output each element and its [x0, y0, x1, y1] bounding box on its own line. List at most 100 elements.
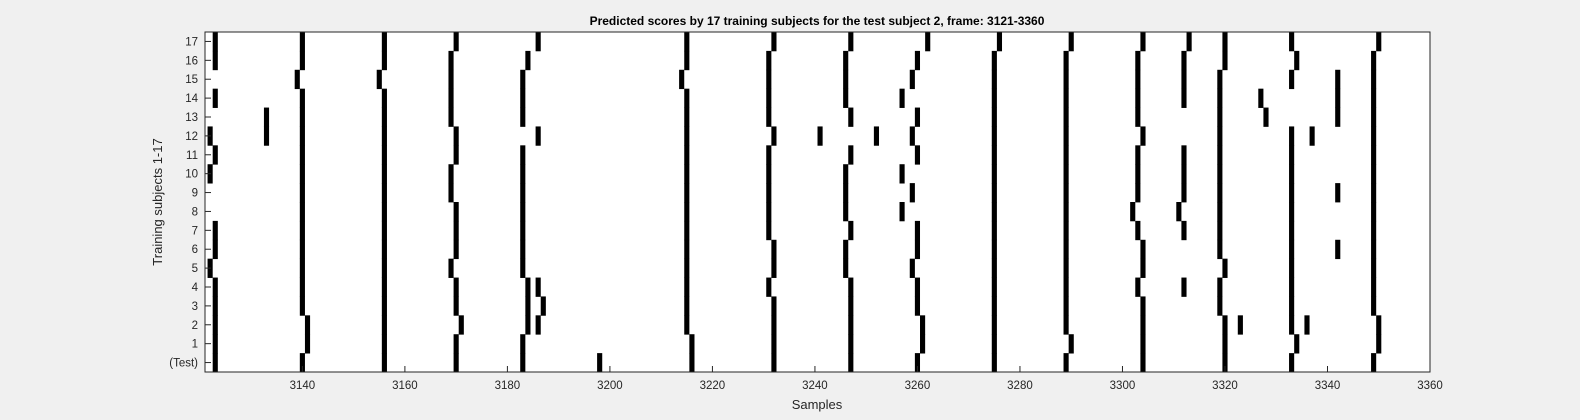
prediction-mark: [597, 353, 603, 373]
prediction-mark: [848, 277, 854, 297]
prediction-mark: [453, 334, 459, 354]
prediction-mark: [299, 183, 305, 203]
prediction-mark: [684, 107, 690, 127]
prediction-mark: [766, 145, 772, 165]
prediction-mark: [381, 353, 387, 373]
y-tick-label: 9: [192, 188, 198, 200]
prediction-mark: [1217, 296, 1223, 316]
prediction-mark: [212, 277, 218, 297]
prediction-mark: [766, 164, 772, 184]
prediction-mark: [843, 183, 849, 203]
prediction-mark: [1140, 353, 1146, 373]
prediction-mark: [381, 107, 387, 127]
prediction-mark: [299, 50, 305, 71]
prediction-mark: [1135, 69, 1141, 90]
prediction-mark: [525, 50, 531, 71]
prediction-mark: [909, 258, 915, 278]
prediction-mark: [1222, 50, 1228, 71]
prediction-mark: [376, 69, 382, 90]
y-tick-label: 8: [192, 206, 198, 218]
prediction-mark: [540, 296, 546, 316]
prediction-mark: [1335, 239, 1341, 260]
prediction-mark: [294, 69, 300, 90]
prediction-mark: [991, 107, 997, 127]
x-tick-label: 3320: [1212, 380, 1238, 392]
prediction-mark: [1371, 183, 1377, 203]
prediction-mark: [212, 32, 218, 52]
prediction-mark: [899, 88, 905, 108]
prediction-mark: [1140, 239, 1146, 260]
prediction-mark: [1135, 107, 1141, 127]
y-tick-label: 4: [192, 282, 199, 294]
prediction-mark: [212, 353, 218, 373]
prediction-mark: [1371, 277, 1377, 297]
prediction-mark: [299, 258, 305, 278]
prediction-mark: [1217, 126, 1223, 146]
prediction-mark: [212, 145, 218, 165]
prediction-mark: [1063, 220, 1069, 241]
prediction-mark: [1063, 315, 1069, 335]
prediction-mark: [525, 277, 531, 297]
prediction-mark: [212, 50, 218, 71]
prediction-mark: [1289, 145, 1295, 165]
prediction-mark: [381, 220, 387, 241]
prediction-mark: [381, 296, 387, 316]
prediction-mark: [914, 277, 921, 297]
prediction-mark: [1140, 334, 1146, 354]
x-tick-label: 3260: [905, 380, 931, 392]
prediction-mark: [996, 32, 1003, 52]
prediction-mark: [304, 315, 311, 335]
prediction-mark: [1289, 69, 1295, 90]
prediction-mark: [520, 107, 526, 127]
prediction-mark: [1135, 88, 1141, 108]
prediction-mark: [535, 126, 541, 146]
prediction-mark: [914, 50, 921, 71]
prediction-mark: [1289, 353, 1295, 373]
x-ticks: 3140 3160 3180 3200 3220 3240 3260 3280 3300 3320…: [290, 366, 1443, 392]
chart-title: Predicted scores by 17 training subjects…: [590, 14, 1045, 28]
prediction-mark: [766, 202, 772, 222]
prediction-mark: [689, 353, 695, 373]
prediction-mark: [299, 220, 305, 241]
prediction-mark: [263, 107, 270, 127]
y-tick-label: 5: [192, 263, 198, 275]
prediction-mark: [914, 145, 921, 165]
y-tick-label: 13: [185, 112, 198, 124]
prediction-mark: [771, 126, 777, 146]
y-tick-label: 1: [192, 339, 198, 351]
prediction-mark: [991, 353, 997, 373]
prediction-mark: [1063, 258, 1069, 278]
prediction-mark: [766, 220, 772, 241]
prediction-mark: [381, 164, 387, 184]
prediction-mark: [1140, 315, 1146, 335]
prediction-mark: [1371, 239, 1377, 260]
prediction-mark: [684, 126, 690, 146]
prediction-mark: [1217, 164, 1223, 184]
prediction-mark: [1135, 50, 1141, 71]
y-tick-label: 16: [185, 55, 198, 67]
prediction-mark: [1222, 334, 1228, 354]
prediction-mark: [1063, 107, 1069, 127]
prediction-mark: [899, 164, 905, 184]
prediction-mark: [1294, 50, 1300, 71]
prediction-mark: [1063, 164, 1069, 184]
prediction-mark: [766, 183, 772, 203]
prediction-mark: [448, 69, 454, 90]
prediction-mark: [453, 220, 459, 241]
prediction-mark: [1063, 239, 1069, 260]
prediction-mark: [212, 334, 218, 354]
prediction-mark: [299, 107, 305, 127]
prediction-mark: [1217, 107, 1223, 127]
prediction-mark: [1135, 145, 1141, 165]
y-tick-label: 12: [185, 131, 198, 143]
prediction-mark: [1181, 220, 1187, 241]
prediction-mark: [991, 277, 997, 297]
y-tick-label: 14: [185, 93, 198, 105]
prediction-mark: [771, 239, 777, 260]
prediction-mark: [771, 334, 777, 354]
prediction-mark: [684, 202, 690, 222]
prediction-mark: [1371, 164, 1377, 184]
prediction-mark: [1063, 69, 1069, 90]
prediction-mark: [212, 315, 218, 335]
